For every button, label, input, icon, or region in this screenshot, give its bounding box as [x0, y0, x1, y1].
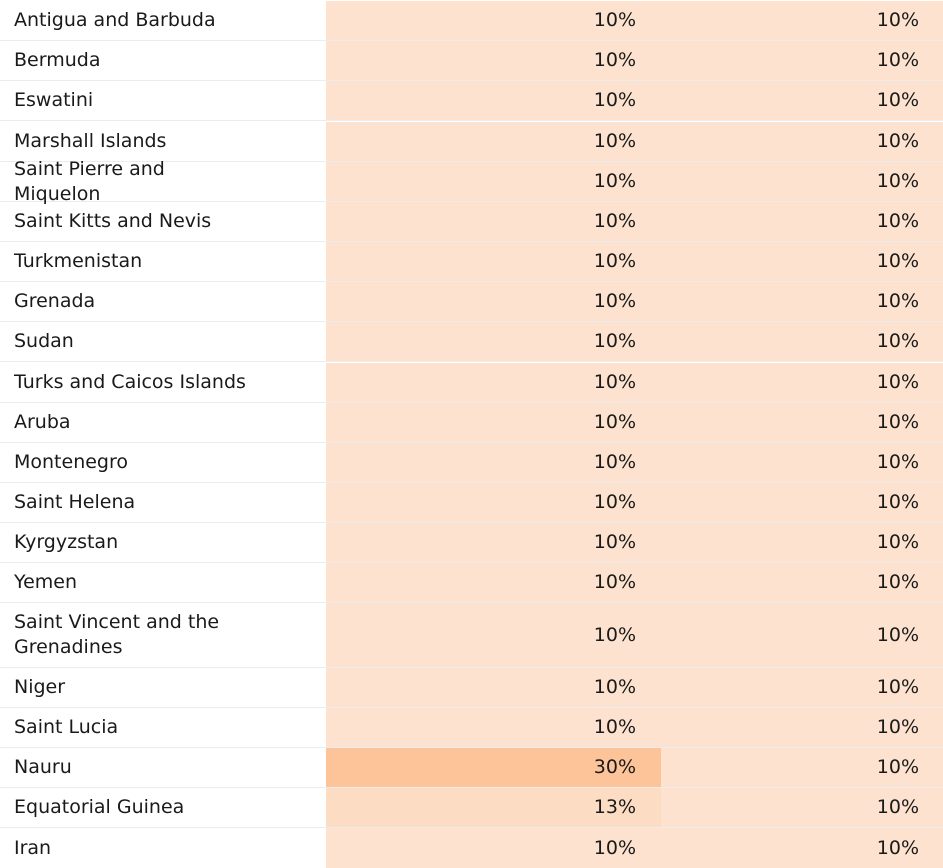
- value-cell-1: 10%: [326, 483, 661, 522]
- value-cell-2: 10%: [661, 403, 943, 442]
- table-row: Kyrgyzstan 10% 10%: [0, 523, 943, 563]
- value-cell-2: 10%: [661, 443, 943, 482]
- value-cell-2: 10%: [661, 202, 943, 241]
- value-cell-1: 10%: [326, 81, 661, 120]
- value-cell-1: 10%: [326, 603, 661, 667]
- country-name-cell: Saint Pierre and Miquelon: [14, 157, 165, 205]
- country-name-cell: Saint Vincent and the Grenadines: [14, 611, 220, 658]
- table-row: Saint Pierre and Miquelon 10% 10%: [0, 157, 943, 205]
- country-name-cell: Iran: [14, 836, 52, 859]
- table-row: Saint Lucia 10% 10%: [0, 708, 943, 748]
- value-cell-1: 10%: [326, 363, 661, 402]
- value-cell-2: 10%: [661, 162, 943, 201]
- value-cell-1: 10%: [326, 1, 661, 40]
- value-cell-2: 10%: [661, 483, 943, 522]
- country-name-cell: Saint Kitts and Nevis: [14, 210, 212, 232]
- country-name-cell: Nauru: [14, 756, 72, 778]
- table-row: Sudan 10% 10%: [0, 322, 943, 362]
- table-row: Niger 10% 10%: [0, 668, 943, 708]
- country-name-cell: Equatorial Guinea: [14, 796, 185, 818]
- value-cell-1: 10%: [326, 403, 661, 442]
- country-name-cell: Turks and Caicos Islands: [14, 371, 246, 393]
- value-cell-2: 10%: [661, 282, 943, 321]
- value-cell-2: 10%: [661, 668, 943, 707]
- value-cell-1: 10%: [326, 122, 661, 161]
- table-row: Yemen 10% 10%: [0, 563, 943, 603]
- table-row: Bermuda 10% 10%: [0, 41, 943, 81]
- value-cell-2: 10%: [661, 708, 943, 747]
- value-cell-2: 10%: [661, 523, 943, 562]
- value-cell-1: 10%: [326, 443, 661, 482]
- table-row: Equatorial Guinea 13% 10%: [0, 788, 943, 828]
- table-row: Montenegro 10% 10%: [0, 443, 943, 483]
- table-row: Aruba 10% 10%: [0, 403, 943, 443]
- country-name-cell: Kyrgyzstan: [14, 531, 119, 553]
- country-name-cell: Niger: [14, 676, 66, 698]
- value-cell-1: 10%: [326, 242, 661, 281]
- value-cell-1: 13%: [326, 788, 661, 827]
- value-cell-1: 10%: [326, 523, 661, 562]
- table-row: Nauru 30% 10%: [0, 748, 943, 788]
- country-name-cell: Sudan: [14, 330, 74, 352]
- value-cell-2: 10%: [661, 603, 943, 667]
- table-row: Antigua and Barbuda 10% 10%: [0, 1, 943, 41]
- country-name-cell: Grenada: [14, 290, 96, 312]
- value-cell-2: 10%: [661, 41, 943, 80]
- value-cell-2: 10%: [661, 81, 943, 120]
- table-row: Saint Kitts and Nevis 10% 10%: [0, 202, 943, 242]
- country-name-cell: Saint Helena: [14, 491, 136, 513]
- table-row: Turkmenistan 10% 10%: [0, 242, 943, 282]
- value-cell-1: 10%: [326, 162, 661, 201]
- value-cell-2: 10%: [661, 828, 943, 868]
- country-name-cell: Yemen: [14, 571, 78, 593]
- value-cell-1: 10%: [326, 668, 661, 707]
- value-cell-1: 30%: [326, 748, 661, 787]
- country-name-cell: Aruba: [14, 411, 71, 433]
- country-name-cell: Montenegro: [14, 451, 129, 473]
- value-cell-1: 10%: [326, 322, 661, 361]
- value-cell-1: 10%: [326, 563, 661, 602]
- table-row: Eswatini 10% 10%: [0, 81, 943, 121]
- value-cell-1: 10%: [326, 202, 661, 241]
- value-cell-2: 10%: [661, 788, 943, 827]
- country-name-cell: Turkmenistan: [14, 250, 143, 272]
- country-name-cell: Antigua and Barbuda: [14, 9, 216, 31]
- value-cell-1: 10%: [326, 282, 661, 321]
- table-row: Iran 10% 10%: [0, 828, 943, 868]
- country-name-cell: Saint Lucia: [14, 716, 119, 738]
- value-cell-2: 10%: [661, 122, 943, 161]
- table-row: Marshall Islands 10% 10%: [0, 122, 943, 162]
- value-cell-2: 10%: [661, 748, 943, 787]
- country-name-cell: Eswatini: [14, 89, 94, 111]
- value-cell-1: 10%: [326, 828, 661, 868]
- value-cell-2: 10%: [661, 322, 943, 361]
- value-cell-2: 10%: [661, 563, 943, 602]
- country-name-cell: Bermuda: [14, 49, 101, 71]
- value-cell-2: 10%: [661, 242, 943, 281]
- table-row: Saint Vincent and the Grenadines 10% 10%: [0, 603, 943, 668]
- value-cell-2: 10%: [661, 1, 943, 40]
- table-row: Turks and Caicos Islands 10% 10%: [0, 363, 943, 403]
- table-row: Saint Helena 10% 10%: [0, 483, 943, 523]
- value-cell-2: 10%: [661, 363, 943, 402]
- value-cell-1: 10%: [326, 41, 661, 80]
- country-name-cell: Marshall Islands: [14, 130, 167, 152]
- value-cell-1: 10%: [326, 708, 661, 747]
- table-row: Grenada 10% 10%: [0, 282, 943, 322]
